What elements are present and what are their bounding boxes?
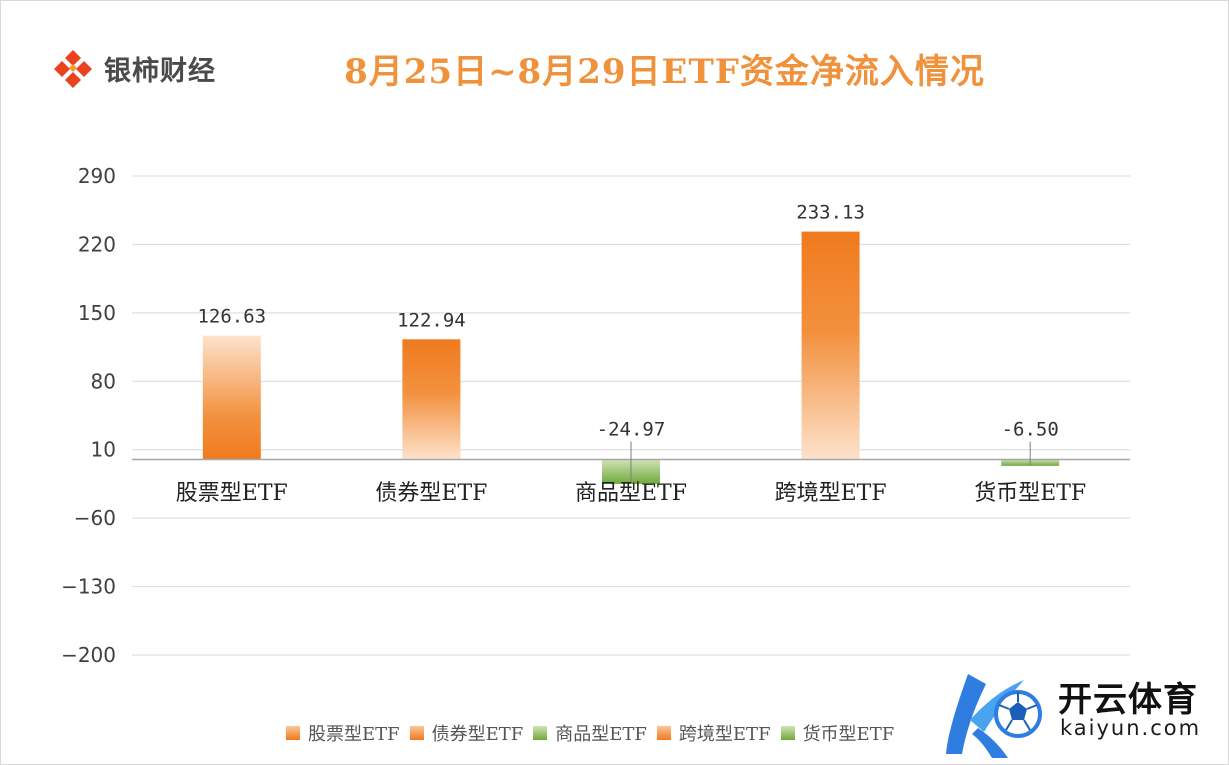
legend-label: 商品型ETF xyxy=(555,724,647,745)
y-tick-label: −130 xyxy=(61,575,116,599)
legend-item: 债券型ETF xyxy=(409,720,524,746)
legend-item: 股票型ETF xyxy=(286,720,400,746)
brand: 银柿财经 xyxy=(52,48,216,88)
data-label: 233.13 xyxy=(796,202,865,224)
category-label: 商品型ETF xyxy=(575,481,687,506)
legend-item: 货币型ETF xyxy=(780,720,895,746)
legend-label: 债券型ETF xyxy=(431,724,524,745)
category-label: 货币型ETF xyxy=(974,481,1086,506)
legend-swatch xyxy=(533,726,548,740)
bar-1 xyxy=(202,335,261,460)
y-axis: 290 220 150 80 10 −60 −130 −200 xyxy=(61,164,116,667)
legend-item: 跨境型ETF xyxy=(656,720,771,746)
data-labels: 126.63 122.94 -24.97 233.13 -6.50 xyxy=(197,202,1059,484)
y-tick-label: 150 xyxy=(78,301,116,325)
brand-name: 银柿财经 xyxy=(104,55,216,87)
y-tick-label: −60 xyxy=(74,506,116,530)
data-label: -6.50 xyxy=(1002,418,1059,440)
category-label: 跨境型ETF xyxy=(775,481,887,506)
category-label: 债券型ETF xyxy=(375,481,487,506)
legend: 股票型ETF 债券型ETF 商品型ETF 跨境型ETF 货币型ETF xyxy=(286,719,904,747)
y-tick-label: 220 xyxy=(78,232,116,256)
bars xyxy=(202,231,1060,484)
chart-title: 8月25日~8月29日ETF资金净流入情况 xyxy=(344,52,985,92)
legend-swatch xyxy=(780,726,795,740)
y-tick-label: 10 xyxy=(91,438,116,462)
data-label: 126.63 xyxy=(197,306,266,328)
legend-label: 货币型ETF xyxy=(802,724,895,745)
category-label: 股票型ETF xyxy=(176,481,288,506)
legend-swatch xyxy=(286,726,300,740)
legend-item: 商品型ETF xyxy=(533,720,647,746)
k-football-logo-icon xyxy=(946,674,1042,758)
watermark-domain: kaiyun.com xyxy=(1060,716,1202,740)
legend-label: 跨境型ETF xyxy=(678,724,771,745)
legend-swatch xyxy=(656,726,671,740)
x-axis: 股票型ETF 债券型ETF 商品型ETF 跨境型ETF 货币型ETF xyxy=(176,481,1086,506)
watermark-name: 开云体育 xyxy=(1058,680,1198,720)
y-tick-label: −200 xyxy=(61,643,116,667)
grid-lines xyxy=(132,175,1130,656)
data-label: 122.94 xyxy=(397,309,466,331)
diamond-logo-icon xyxy=(54,50,92,88)
legend-swatch xyxy=(409,726,424,740)
data-label: -24.97 xyxy=(597,418,666,440)
y-tick-label: 290 xyxy=(78,164,116,188)
legend-label: 股票型ETF xyxy=(308,724,400,745)
bar-2 xyxy=(402,339,461,460)
y-tick-label: 80 xyxy=(91,369,116,393)
bar-4 xyxy=(801,231,860,460)
